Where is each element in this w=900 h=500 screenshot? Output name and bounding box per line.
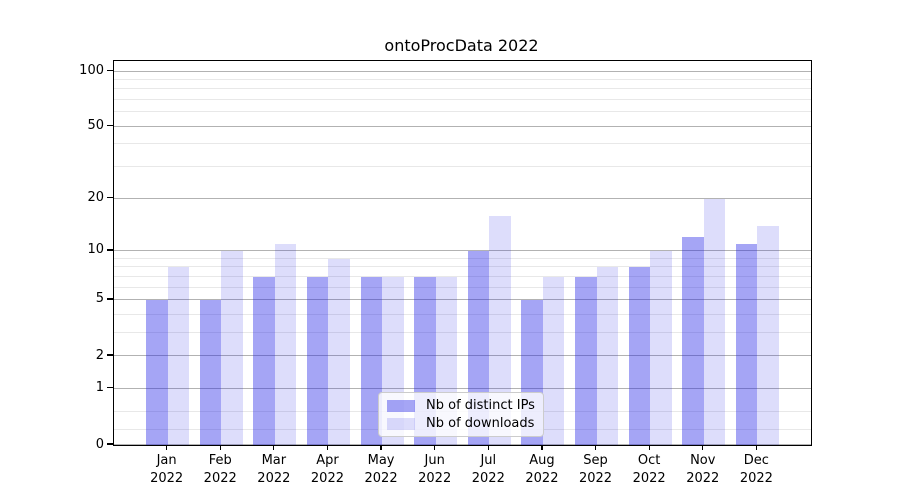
x-tick-label: Feb 2022 — [203, 453, 237, 486]
y-tick-label: 5 — [95, 291, 104, 307]
y-tick-mark — [107, 249, 113, 251]
x-tick-label: Jan 2022 — [150, 453, 184, 486]
y-tick-mark — [107, 354, 113, 356]
x-tick-mark — [434, 445, 436, 450]
bar-downloads-mar — [274, 243, 297, 445]
chart-title: ontoProcData 2022 — [384, 36, 539, 55]
bar-distinct-ips-mar — [253, 276, 275, 445]
y-tick-mark — [107, 443, 113, 445]
x-tick-label: Dec 2022 — [739, 453, 773, 486]
x-tick-label: Jul 2022 — [471, 453, 505, 486]
x-tick-mark — [755, 445, 757, 450]
gridline-minor — [114, 257, 811, 259]
bar-downloads-sep — [596, 267, 618, 445]
gridline-minor — [114, 275, 811, 277]
bar-distinct-ips-nov — [682, 237, 704, 445]
gridline-minor — [114, 286, 811, 288]
bar-distinct-ips-may — [360, 276, 383, 445]
x-tick-label: Aug 2022 — [525, 453, 559, 486]
gridline-minor — [114, 166, 811, 168]
gridline-major — [114, 197, 811, 199]
gridline-minor — [114, 266, 811, 268]
gridline-minor — [114, 88, 811, 90]
bar-downloads-dec — [757, 225, 779, 445]
x-tick-mark — [273, 445, 275, 450]
gridline-major — [114, 355, 811, 357]
y-tick-mark — [107, 69, 113, 72]
bar-distinct-ips-oct — [628, 267, 651, 445]
x-tick-label: Jun 2022 — [418, 453, 452, 486]
bar-downloads-oct — [650, 250, 672, 445]
legend-row: Nb of distinct IPs — [387, 398, 535, 413]
bar-distinct-ips-jan — [146, 300, 168, 445]
gridline-minor — [114, 78, 811, 80]
bar-downloads-jul — [489, 215, 511, 445]
legend-swatch-downloads — [387, 417, 415, 430]
gridline-major — [114, 125, 811, 127]
gridline-major — [114, 444, 811, 445]
x-tick-mark — [219, 445, 221, 450]
x-tick-mark — [166, 445, 168, 450]
gridline-major — [114, 299, 811, 300]
bar-distinct-ips-feb — [199, 300, 222, 445]
legend-swatch-distinct-ips — [387, 399, 415, 412]
gridline-minor — [114, 313, 811, 315]
gridline-major — [114, 249, 811, 251]
legend-label: Nb of downloads — [426, 416, 535, 431]
x-tick-label: Sep 2022 — [578, 453, 613, 486]
y-tick-label: 1 — [95, 380, 104, 396]
y-tick-mark — [107, 197, 113, 199]
x-tick-label: May 2022 — [364, 453, 398, 486]
y-tick-label: 50 — [87, 118, 104, 134]
bar-downloads-feb — [221, 250, 243, 445]
legend-row: Nb of downloads — [387, 416, 535, 431]
bar-downloads-jan — [167, 267, 190, 445]
legend-label: Nb of distinct IPs — [426, 398, 535, 413]
x-tick-mark — [594, 445, 597, 450]
x-tick-mark — [702, 445, 704, 450]
bar-distinct-ips-apr — [307, 276, 329, 445]
x-tick-label: Nov 2022 — [686, 453, 720, 486]
gridline-minor — [114, 331, 811, 333]
bar-downloads-nov — [703, 198, 726, 445]
x-tick-mark — [541, 445, 543, 450]
gridline-minor — [114, 111, 811, 113]
x-tick-label: Mar 2022 — [257, 453, 291, 486]
gridline-major — [114, 70, 811, 72]
plot-area — [113, 60, 812, 446]
gridline-minor — [114, 143, 811, 145]
y-tick-label: 2 — [95, 347, 104, 363]
y-tick-label: 100 — [79, 63, 104, 78]
x-tick-mark — [326, 445, 329, 450]
y-tick-mark — [107, 387, 113, 389]
x-tick-mark — [487, 445, 489, 450]
y-tick-label: 10 — [87, 242, 104, 258]
gridline-major — [114, 387, 811, 389]
bar-downloads-apr — [328, 258, 350, 445]
gridline-minor — [114, 99, 811, 101]
bar-downloads-aug — [542, 276, 565, 445]
legend: Nb of distinct IPs Nb of downloads — [378, 392, 544, 437]
x-tick-mark — [380, 445, 382, 450]
bar-distinct-ips-dec — [735, 243, 758, 445]
y-tick-mark — [107, 125, 113, 127]
bar-distinct-ips-sep — [575, 276, 597, 445]
y-tick-mark — [107, 298, 113, 300]
x-tick-label: Apr 2022 — [310, 453, 344, 486]
y-tick-label: 20 — [87, 190, 104, 206]
y-tick-label: 0 — [95, 436, 104, 452]
x-tick-label: Oct 2022 — [632, 453, 666, 486]
x-tick-mark — [648, 445, 650, 450]
